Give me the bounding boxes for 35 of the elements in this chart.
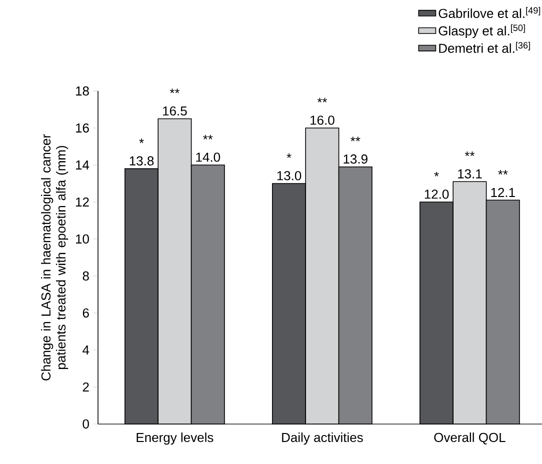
annotation: *	[286, 153, 292, 158]
y-tick-label: 18	[76, 86, 89, 96]
data-label: 13.8	[130, 156, 154, 166]
x-tick-label: Overall QOL	[434, 432, 506, 444]
data-label: 16.5	[163, 106, 187, 116]
y-tick-label: 0	[82, 419, 89, 429]
y-tick-label: 6	[82, 308, 89, 318]
annotation: **	[170, 88, 180, 94]
annotation: *	[139, 138, 144, 144]
x-tick-label: Energy levels	[136, 432, 214, 445]
data-label: 13.0	[277, 171, 302, 180]
data-label: 14.0	[196, 152, 220, 162]
legend-label: Gabrilove et al.$^{[49]}$	[438, 6, 540, 18]
y-tick-label: 8	[82, 271, 89, 281]
y-tick-label: 12	[76, 197, 89, 207]
y-tick-label: 16	[76, 123, 89, 133]
data-label: 12.1	[491, 188, 515, 197]
data-label: 16.0	[310, 116, 334, 125]
data-label: 13.9	[344, 154, 368, 164]
legend-label: Glaspy et al.$^{[50]}$	[438, 24, 525, 38]
data-label: 13.1	[458, 169, 482, 178]
annotation: *	[434, 172, 439, 176]
x-tick-label: Daily activities	[282, 432, 363, 445]
y-tick-label: 14	[76, 160, 90, 170]
annotation: **	[350, 136, 360, 142]
y-tick-label: 4	[82, 346, 90, 354]
annotation: **	[464, 152, 475, 156]
annotation: **	[203, 134, 213, 140]
y-axis-title: Change in LASA in haematological cancer patients treated with epoetin alfa (mm)	[41, 134, 68, 380]
annotation: **	[317, 98, 328, 102]
annotation: **	[498, 170, 508, 175]
data-label: 12.0	[424, 190, 449, 199]
y-tick-label: 2	[82, 382, 89, 392]
legend-label: Demetri et al.$^{[36]}$	[439, 42, 530, 53]
y-tick-label: 10	[76, 234, 89, 244]
